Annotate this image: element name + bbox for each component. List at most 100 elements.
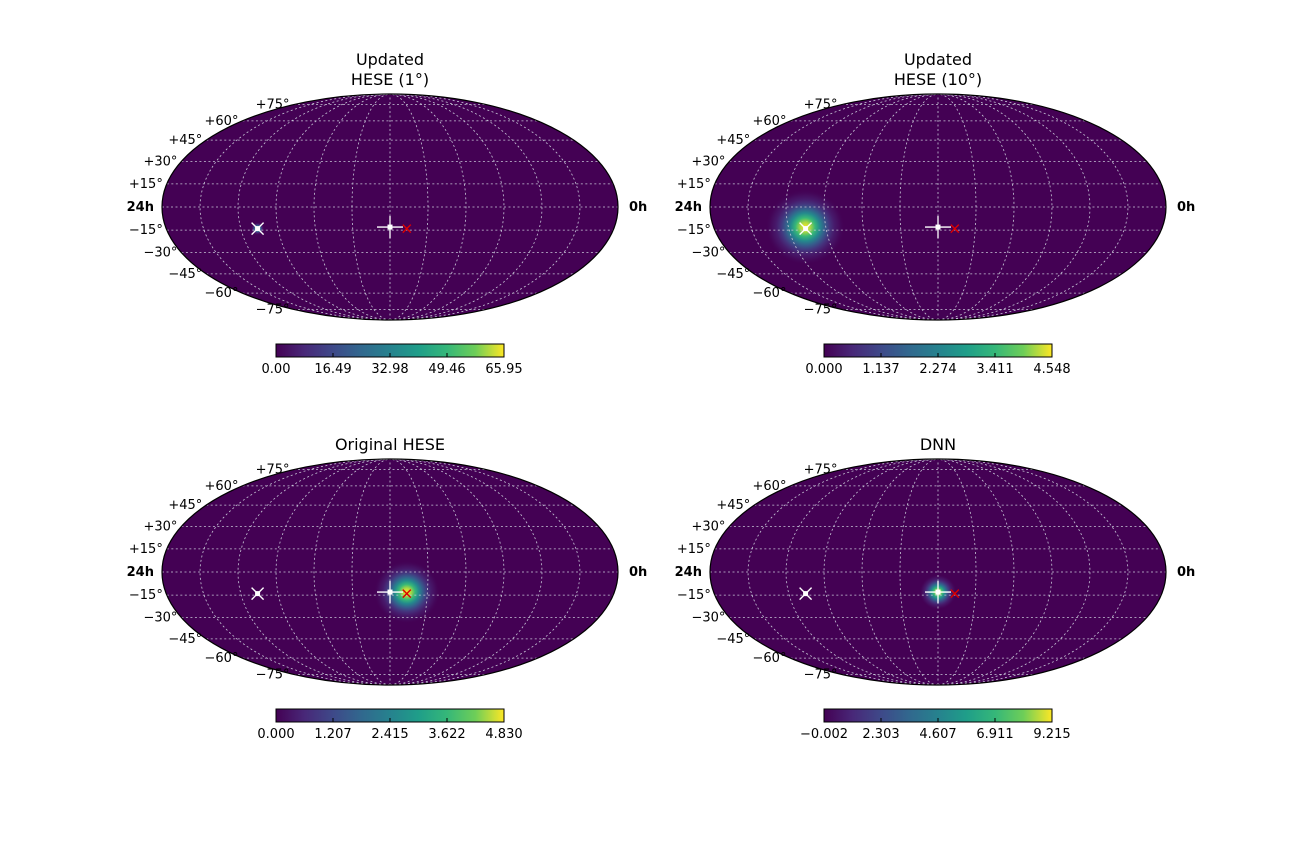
ra-gridline [937,94,1015,320]
dec-tick-label: −45° [716,632,750,647]
colorbar-tick-label: −0.002 [800,727,848,742]
ra-gridline [937,459,1015,685]
dec-tick-label: −15° [129,588,163,603]
dec-tick-label: +45° [716,133,750,148]
source-plus-marker [925,581,951,604]
colorbar-tick-label: 32.98 [371,362,408,377]
dec-tick-label: +75° [256,98,290,113]
ra-gridline [389,459,505,685]
colorbar-tick-label: 16.49 [314,362,351,377]
dec-tick-label: −15° [677,588,711,603]
sky-map-outline [161,458,619,686]
dec-tick-label: +45° [168,133,202,148]
ra-gridline [389,94,505,320]
red-x-marker [402,224,412,234]
colorbar-tick-label: 0.000 [257,727,294,742]
sky-map-outline [709,93,1167,321]
panel-title: Updated [904,50,972,69]
dec-tick-label: −15° [677,223,711,238]
ra-gridline [389,94,543,320]
dec-tick-label: +45° [168,498,202,513]
dec-tick-label: −30° [143,246,177,261]
white-x-marker [251,587,265,601]
ra-gridline [747,94,939,320]
ra-gridline [237,94,391,320]
dec-tick-label: −45° [716,267,750,282]
dec-tick-label: −75° [256,667,290,682]
ra-gridline [937,94,1053,320]
dec-tick-label: +15° [677,542,711,557]
dec-tick-label: −15° [129,223,163,238]
dec-tick-label: +30° [143,519,177,534]
ra-label-left: 24h [675,565,702,580]
dec-tick-label: −60° [205,286,239,301]
dec-tick-label: −75° [804,667,838,682]
colorbar-tick-label: 2.303 [862,727,899,742]
dec-tick-label: +75° [256,463,290,478]
colorbar-tick-label: 4.548 [1033,362,1070,377]
ra-label-left: 24h [675,200,702,215]
graticule [162,459,618,685]
colorbar-tick-label: 0.00 [262,362,291,377]
ra-gridline [823,459,939,685]
ra-gridline [937,94,1091,320]
panel-title: Updated [356,50,424,69]
ra-gridline [389,94,467,320]
dec-tick-label: −45° [168,267,202,282]
ra-gridline [937,459,1091,685]
dec-tick-label: −75° [256,302,290,317]
dec-tick-label: −60° [753,286,787,301]
dec-tick-label: −75° [804,302,838,317]
red-x-marker [402,589,412,599]
dec-tick-label: +15° [129,542,163,557]
white-x-marker [799,587,813,601]
ra-gridline [237,459,391,685]
colorbar-tick-label: 4.607 [919,727,956,742]
ra-gridline [199,459,391,685]
colorbar-tick-label: 0.000 [805,362,842,377]
dec-tick-label: +15° [129,177,163,192]
dec-tick-label: +30° [143,154,177,169]
sky-map-outline [709,458,1167,686]
dec-tick-label: −60° [753,651,787,666]
colorbar-tick-label: 4.830 [485,727,522,742]
dec-tick-label: +75° [804,463,838,478]
colorbar-tick-label: 3.622 [428,727,465,742]
red-x-marker [950,589,960,599]
skymap-panel-3: Original HESE +75° +60°+45° +30° +15° −15° −30… [127,435,648,742]
dec-tick-label: +30° [691,154,725,169]
ra-gridline [389,459,543,685]
dec-tick-label: −30° [691,611,725,626]
ra-gridline [275,94,391,320]
colorbar-tick-label: 49.46 [428,362,465,377]
colorbar-tick-label: 3.411 [976,362,1013,377]
colorbar-tick-label: 1.207 [314,727,351,742]
dec-tick-label: +15° [677,177,711,192]
ra-label-right: 0h [629,565,647,580]
ra-label-left: 24h [127,200,154,215]
ra-gridline [861,459,939,685]
dec-tick-label: −30° [143,611,177,626]
graticule [710,94,1166,320]
dec-tick-label: +45° [716,498,750,513]
graticule [710,459,1166,685]
white-x-marker [799,222,813,236]
dec-tick-label: +60° [753,114,787,129]
panel-title: HESE (10°) [894,70,982,89]
ra-gridline [747,459,939,685]
dec-tick-label: −30° [691,246,725,261]
colorbar-tick-label: 2.415 [371,727,408,742]
dec-tick-label: +60° [753,479,787,494]
panel-title: DNN [920,435,956,454]
ra-gridline [937,459,1129,685]
dec-tick-label: −45° [168,632,202,647]
colorbar-tick-label: 65.95 [485,362,522,377]
colorbar-tick-label: 9.215 [1033,727,1070,742]
dec-tick-label: −60° [205,651,239,666]
ra-gridline [313,94,391,320]
ra-label-right: 0h [1177,565,1195,580]
ra-gridline [785,94,939,320]
